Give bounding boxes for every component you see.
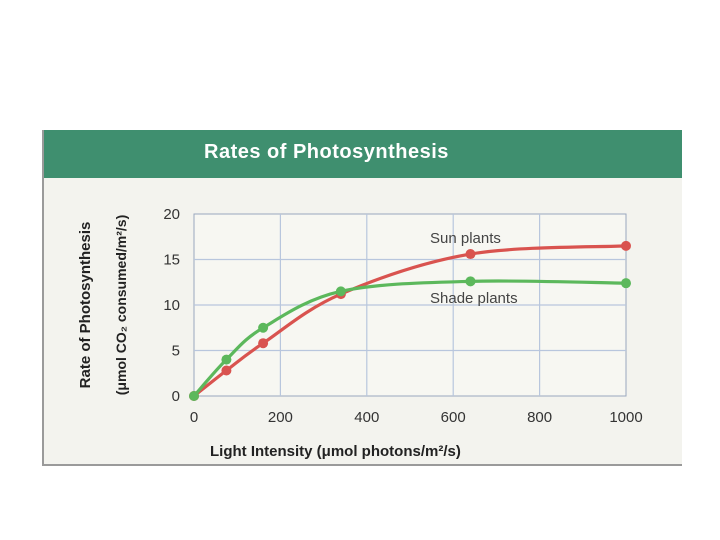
x-tick-label: 600	[441, 409, 466, 426]
y-tick-label: 0	[172, 388, 180, 405]
x-axis-title: Light Intensity (μmol photons/m²/s)	[210, 443, 461, 460]
y-axis-units: (μmol CO₂ consumed/m²/s)	[113, 215, 129, 395]
y-axis-title: Rate of Photosynthesis	[77, 222, 94, 389]
data-point-sun-plants	[621, 240, 631, 251]
line-chart: 0 5 10 15 20 0 200 400 600 800 1000 Light Intensi…	[77, 206, 643, 460]
x-tick-label: 400	[354, 409, 379, 426]
y-axis-ticks: 0 5 10 15 20	[163, 206, 180, 405]
x-axis-ticks: 0 200 400 600 800 1000	[190, 409, 643, 426]
data-point-sun-plants	[465, 249, 476, 260]
data-point-shade-plants	[258, 322, 269, 333]
data-point-shade-plants	[221, 354, 232, 365]
data-point-sun-plants	[258, 338, 269, 349]
data-point-shade-plants	[621, 278, 631, 289]
y-tick-label: 20	[163, 206, 180, 223]
series-label-shade-plants: Shade plants	[430, 290, 518, 307]
series-group	[189, 240, 631, 401]
x-tick-label: 0	[190, 409, 198, 426]
x-tick-label: 800	[527, 409, 552, 426]
data-point-sun-plants	[221, 365, 232, 376]
x-tick-label: 200	[268, 409, 293, 426]
y-tick-label: 10	[163, 297, 180, 314]
series-label-sun-plants: Sun plants	[430, 230, 501, 247]
grid	[194, 214, 626, 396]
data-point-shade-plants	[335, 286, 346, 297]
chart-figure: Rates of Photosynthesis 0 5 10 15 20 0 200 400…	[42, 130, 682, 466]
title-banner: Rates of Photosynthesis	[44, 130, 682, 178]
data-point-shade-plants	[189, 391, 199, 401]
chart-title: Rates of Photosynthesis	[204, 141, 449, 163]
y-tick-label: 15	[163, 252, 180, 269]
y-tick-label: 5	[172, 343, 180, 360]
data-point-shade-plants	[465, 276, 476, 287]
x-tick-label: 1000	[609, 409, 642, 426]
